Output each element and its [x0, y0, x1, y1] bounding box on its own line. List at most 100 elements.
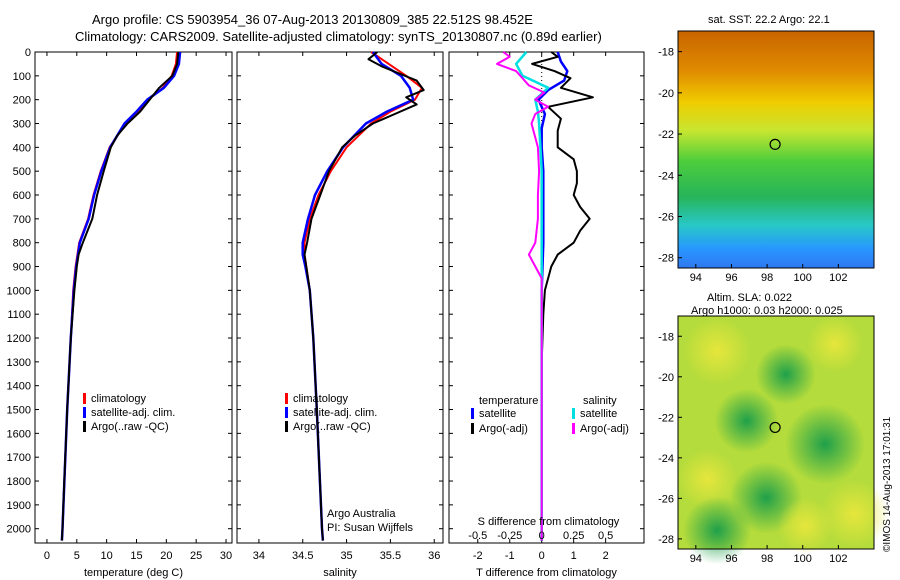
legend-label: satellite [580, 408, 617, 420]
legend-label: satellite [479, 408, 516, 420]
map-lon-label: 94 [690, 553, 702, 565]
annotation-text: PI: Susan Wijffels [327, 522, 413, 534]
y-tick-label: 800 [13, 238, 31, 250]
y-tick-label: 1100 [7, 309, 31, 321]
y-tick-label: 1300 [7, 357, 31, 369]
y-tick-label: 1200 [7, 333, 31, 345]
map-lat-label: -18 [658, 47, 674, 59]
s-tick-label: 0 [539, 530, 545, 542]
legend-swatch [572, 408, 575, 419]
x-tick-label: 1 [571, 550, 577, 562]
map-lat-label: -24 [658, 170, 674, 182]
legend-swatch [83, 393, 86, 404]
legend-label: climatology [293, 393, 349, 405]
sla-anomaly-patch [714, 388, 779, 453]
map-lon-label: 96 [725, 553, 737, 565]
map-lon-label: 98 [761, 272, 773, 284]
x-tick-label: 0 [539, 550, 545, 562]
series-line-climatology [60, 51, 179, 541]
sla-anomaly-patch [683, 316, 752, 385]
map-lon-label: 94 [690, 272, 702, 284]
x-tick-label: 10 [101, 550, 113, 562]
series-line-t-argo [531, 51, 594, 541]
y-tick-label: 1900 [7, 500, 31, 512]
legend-swatch [285, 393, 288, 404]
x-tick-label: 34 [253, 550, 265, 562]
s-tick-label: 0.25 [563, 530, 584, 542]
legend-swatch [285, 421, 288, 432]
legend-label: satellite-adj. clim. [293, 407, 377, 419]
x-tick-label: 0 [44, 550, 50, 562]
y-tick-label: 600 [13, 190, 31, 202]
y-tick-label: 400 [13, 142, 31, 154]
series-line-argo [303, 51, 425, 541]
map-lat-label: -22 [658, 129, 674, 141]
x-axis-label-2: S difference from climatology [478, 516, 620, 528]
map-lat-label: -24 [658, 453, 674, 465]
map-lon-label: 102 [829, 553, 847, 565]
x-tick-label: 5 [74, 550, 80, 562]
x-tick-label: 35.5 [380, 550, 401, 562]
x-tick-label: 2 [603, 550, 609, 562]
legend-title-salinity: salinity [583, 395, 617, 407]
y-tick-label: 200 [13, 95, 31, 107]
y-tick-label: 300 [13, 119, 31, 131]
x-axis-label: temperature (deg C) [84, 567, 183, 579]
s-tick-label: -0.5 [468, 530, 487, 542]
s-tick-label: -0.25 [497, 530, 522, 542]
legend-swatch [285, 407, 288, 418]
map-lon-label: 98 [761, 553, 773, 565]
annotation-text: Argo Australia [327, 508, 396, 520]
sla-anomaly-patch [806, 315, 863, 372]
y-tick-label: 1500 [7, 405, 31, 417]
sla-anomaly-patch [755, 344, 816, 405]
x-axis-label: salinity [323, 567, 357, 579]
map-lat-label: -26 [658, 211, 674, 223]
sla-map-subtitle: Argo h1000: 0.03 h2000: 0.025 [691, 305, 843, 317]
x-tick-label: 25 [190, 550, 202, 562]
legend-label: Argo(-adj) [580, 423, 629, 435]
y-tick-label: 100 [13, 71, 31, 83]
x-tick-label: 36 [428, 550, 440, 562]
legend-title-temperature: temperature [479, 395, 538, 407]
float-position-marker [769, 138, 781, 150]
x-tick-label: 34.5 [292, 550, 313, 562]
map-lat-label: -22 [658, 412, 674, 424]
map-lon-label: 102 [829, 272, 847, 284]
map-lon-label: 100 [794, 553, 812, 565]
legend-label: satellite-adj. clim. [91, 407, 175, 419]
sla-anomaly-patch [820, 480, 889, 549]
x-axis-label: T difference from climatology [476, 567, 617, 579]
legend-swatch [572, 423, 575, 434]
sla-anomaly-patch [785, 404, 865, 485]
legend-swatch [83, 407, 86, 418]
y-tick-label: 2000 [7, 524, 31, 536]
float-position-marker [769, 421, 781, 434]
x-tick-label: 30 [220, 550, 232, 562]
panel-frame-difference [448, 51, 645, 544]
y-tick-label: 1700 [7, 452, 31, 464]
y-tick-label: 1800 [7, 476, 31, 488]
chart-title-line2: Climatology: CARS2009. Satellite-adjuste… [75, 29, 602, 44]
s-tick-label: 0.5 [598, 530, 613, 542]
y-tick-label: 0 [25, 47, 31, 59]
map-lat-label: -26 [658, 493, 674, 505]
x-tick-label: 15 [130, 550, 142, 562]
y-tick-label: 700 [13, 214, 31, 226]
x-tick-label: -2 [473, 550, 483, 562]
sla-anomaly-patch [677, 449, 738, 510]
map-lon-label: 96 [725, 272, 737, 284]
sst-map-title: sat. SST: 22.2 Argo: 22.1 [708, 14, 830, 26]
y-tick-label: 1400 [7, 381, 31, 393]
y-tick-label: 1000 [7, 285, 31, 297]
panel-frame-salinity [236, 51, 444, 544]
series-line-s-argo [496, 51, 550, 541]
sla-anomaly-patch [777, 497, 834, 554]
series-line-argo [60, 51, 180, 541]
map-lat-label: -28 [658, 534, 674, 546]
map-lat-label: -28 [658, 253, 674, 265]
legend-swatch [83, 421, 86, 432]
x-tick-label: 20 [160, 550, 172, 562]
map-lon-label: 100 [794, 272, 812, 284]
